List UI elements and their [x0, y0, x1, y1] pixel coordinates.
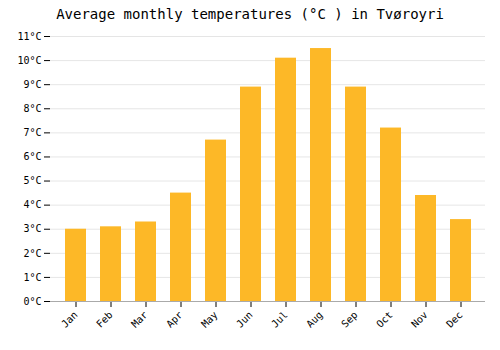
svg-text:10°C: 10°C — [17, 55, 41, 66]
svg-text:7°C: 7°C — [23, 127, 41, 138]
svg-text:Jun: Jun — [234, 309, 255, 330]
svg-text:May: May — [199, 309, 220, 330]
svg-text:Aug: Aug — [304, 309, 325, 330]
svg-text:Jan: Jan — [59, 309, 80, 330]
svg-text:Dec: Dec — [444, 309, 465, 330]
html-text:Average monthly temperatures (: Average monthly temperatures (°C ) in Tv… — [56, 6, 444, 22]
svg-text:Oct: Oct — [374, 309, 395, 330]
svg-text:2°C: 2°C — [23, 248, 41, 259]
svg-text:Sep: Sep — [339, 309, 360, 330]
svg-text:3°C: 3°C — [23, 223, 41, 234]
svg-text:Feb: Feb — [94, 309, 115, 330]
svg-text:Apr: Apr — [164, 309, 185, 330]
svg-text:0°C: 0°C — [23, 296, 41, 307]
svg-text:4°C: 4°C — [23, 199, 41, 210]
svg-text:11°C: 11°C — [17, 31, 41, 42]
svg-text:9°C: 9°C — [23, 79, 41, 90]
svg-text:8°C: 8°C — [23, 103, 41, 114]
svg-text:5°C: 5°C — [23, 175, 41, 186]
svg-text:Jul: Jul — [269, 309, 290, 330]
svg-text:Mar: Mar — [129, 309, 150, 330]
svg-text:6°C: 6°C — [23, 151, 41, 162]
svg-text:1°C: 1°C — [23, 272, 41, 283]
svg-text:Nov: Nov — [409, 309, 430, 330]
